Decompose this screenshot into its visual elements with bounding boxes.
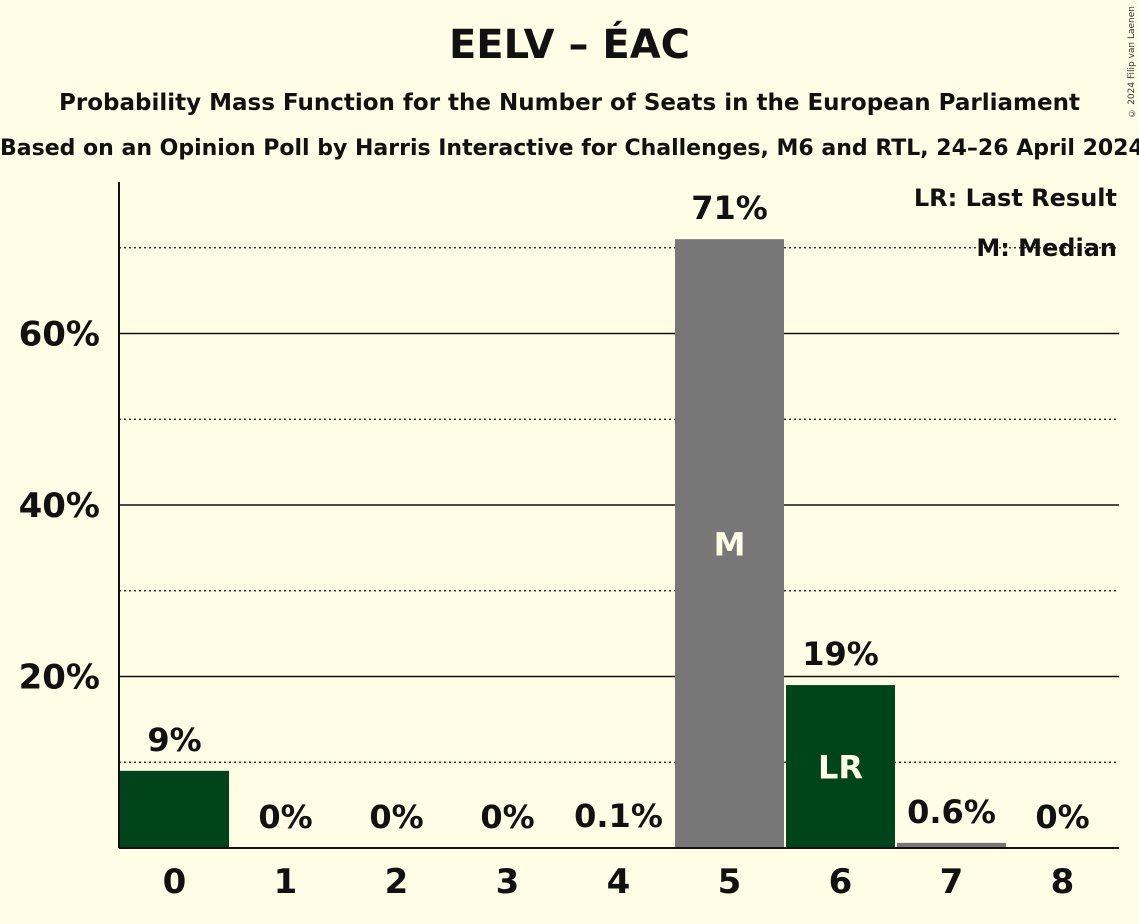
bar-value-label: 19% bbox=[802, 635, 879, 673]
bar-value-label: 71% bbox=[691, 189, 768, 227]
x-tick-label: 5 bbox=[718, 862, 742, 902]
bar-value-label: 0.1% bbox=[574, 797, 663, 835]
x-tick-label: 4 bbox=[607, 862, 631, 902]
chart-title: EELV – ÉAC bbox=[448, 22, 691, 68]
y-tick-label: 40% bbox=[19, 486, 100, 526]
x-tick-label: 1 bbox=[274, 862, 298, 902]
bar bbox=[120, 770, 229, 848]
chart-subtitle: Probability Mass Function for the Number… bbox=[59, 90, 1080, 116]
x-tick-label: 3 bbox=[496, 862, 520, 902]
bar-value-label: 0% bbox=[480, 798, 534, 836]
x-tick-label: 2 bbox=[385, 862, 409, 902]
bar-value-label: 0% bbox=[258, 798, 312, 836]
y-tick-label: 20% bbox=[19, 658, 100, 698]
bar-value-label: 0.6% bbox=[907, 793, 996, 831]
bar-value-label: 0% bbox=[369, 798, 423, 836]
bar-inner-label: LR bbox=[818, 749, 863, 787]
bar bbox=[786, 685, 895, 848]
bar bbox=[897, 842, 1006, 848]
x-tick-label: 7 bbox=[940, 862, 964, 902]
legend-median: M: Median bbox=[976, 234, 1117, 262]
bar bbox=[675, 239, 784, 849]
chart-source-note: Based on an Opinion Poll by Harris Inter… bbox=[0, 136, 1139, 161]
bar-value-label: 0% bbox=[1035, 798, 1089, 836]
x-tick-label: 6 bbox=[829, 862, 853, 902]
legend-last-result: LR: Last Result bbox=[911, 184, 1119, 212]
x-tick-label: 8 bbox=[1051, 862, 1075, 902]
x-tick-label: 0 bbox=[163, 862, 187, 902]
bar-value-label: 9% bbox=[147, 721, 201, 759]
bar-inner-label: M bbox=[714, 526, 746, 564]
y-tick-label: 60% bbox=[19, 315, 100, 355]
